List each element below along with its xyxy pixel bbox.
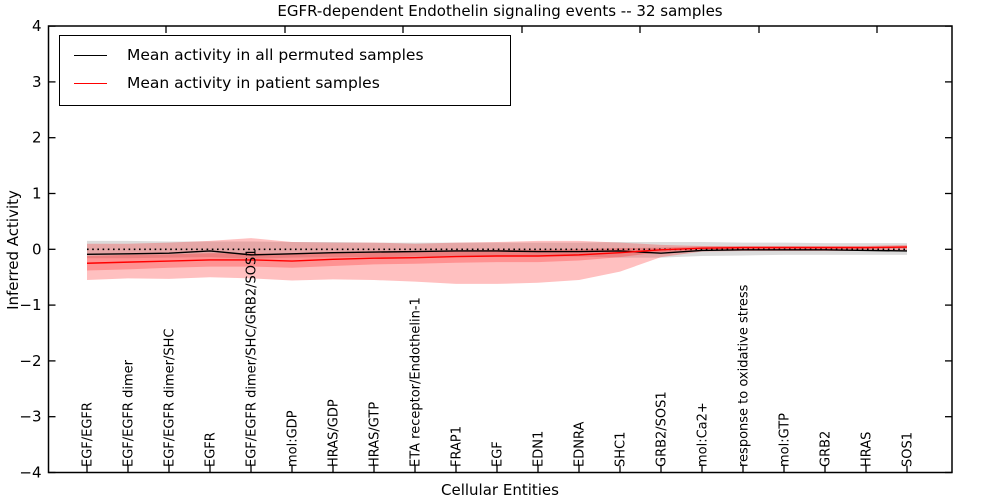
x-tick-label: HRAS/GDP: [327, 399, 342, 467]
patient-range-inner-band: [87, 245, 907, 271]
chart-title: EGFR-dependent Endothelin signaling even…: [277, 2, 723, 20]
x-tick-label: EGF: [491, 441, 506, 467]
x-tick-label: EGFR: [204, 432, 219, 467]
y-tick-label: 1: [32, 185, 42, 203]
y-tick-label: 0: [32, 240, 42, 258]
x-tick-label: HRAS/GTP: [368, 402, 383, 467]
y-tick-label: −1: [19, 296, 41, 314]
y-tick-label: −3: [19, 408, 41, 426]
x-tick-label: EDNRA: [573, 422, 588, 467]
y-tick-labels: 4 3 2 1 0 −1 −2 −3 −4: [19, 17, 41, 481]
permuted-line-sample: [74, 55, 107, 56]
x-tick-label: EGF/EGFR dimer/SHC: [163, 329, 178, 467]
y-tick-label: −2: [19, 352, 41, 370]
x-tick-labels: EGF/EGFR EGF/EGFR dimer EGF/EGFR dimer/SHC…: [81, 249, 916, 468]
x-tick-label: response to oxidative stress: [737, 284, 752, 467]
legend-item-patient: Mean activity in patient samples: [60, 74, 510, 93]
y-tick-label: 4: [32, 17, 42, 35]
x-tick-label: GRB2: [819, 431, 834, 467]
x-tick-label: GRB2/SOS1: [655, 391, 670, 467]
x-tick-label: SHC1: [614, 432, 629, 467]
legend-item-permuted: Mean activity in all permuted samples: [60, 46, 510, 65]
x-tick-label: mol:GTP: [778, 413, 793, 467]
x-tick-label: EGF/EGFR: [81, 402, 96, 467]
line-layer: [86, 246, 908, 264]
tick-marks: [48, 25, 952, 474]
x-axis-label: Cellular Entities: [441, 481, 559, 499]
x-tick-label: EDN1: [532, 431, 547, 467]
x-tick-label: EGF/EGFR dimer: [122, 359, 137, 467]
x-tick-label: EGF/EGFR dimer/SHC/GRB2/SOS1: [245, 249, 260, 468]
x-tick-label: mol:Ca2+: [696, 402, 711, 467]
permuted-mean-line: [86, 249, 908, 256]
patient-mean-line: [86, 246, 908, 264]
band-layer: [87, 238, 907, 284]
y-tick-label: −4: [19, 464, 41, 482]
patient-line-sample: [74, 83, 107, 84]
legend: Mean activity in all permuted samples Me…: [59, 35, 511, 106]
legend-label: Mean activity in patient samples: [127, 74, 380, 92]
x-tick-label: mol:GDP: [286, 410, 301, 467]
x-tick-label: FRAP1: [450, 426, 465, 467]
y-tick-label: 2: [32, 129, 42, 147]
y-tick-label: 3: [32, 73, 42, 91]
x-tick-label: SOS1: [901, 432, 916, 467]
y-axis-label: Inferred Activity: [4, 190, 22, 310]
x-tick-label: HRAS: [860, 432, 875, 467]
legend-label: Mean activity in all permuted samples: [127, 46, 424, 64]
x-tick-label: ETA receptor/Endothelin-1: [409, 297, 424, 467]
